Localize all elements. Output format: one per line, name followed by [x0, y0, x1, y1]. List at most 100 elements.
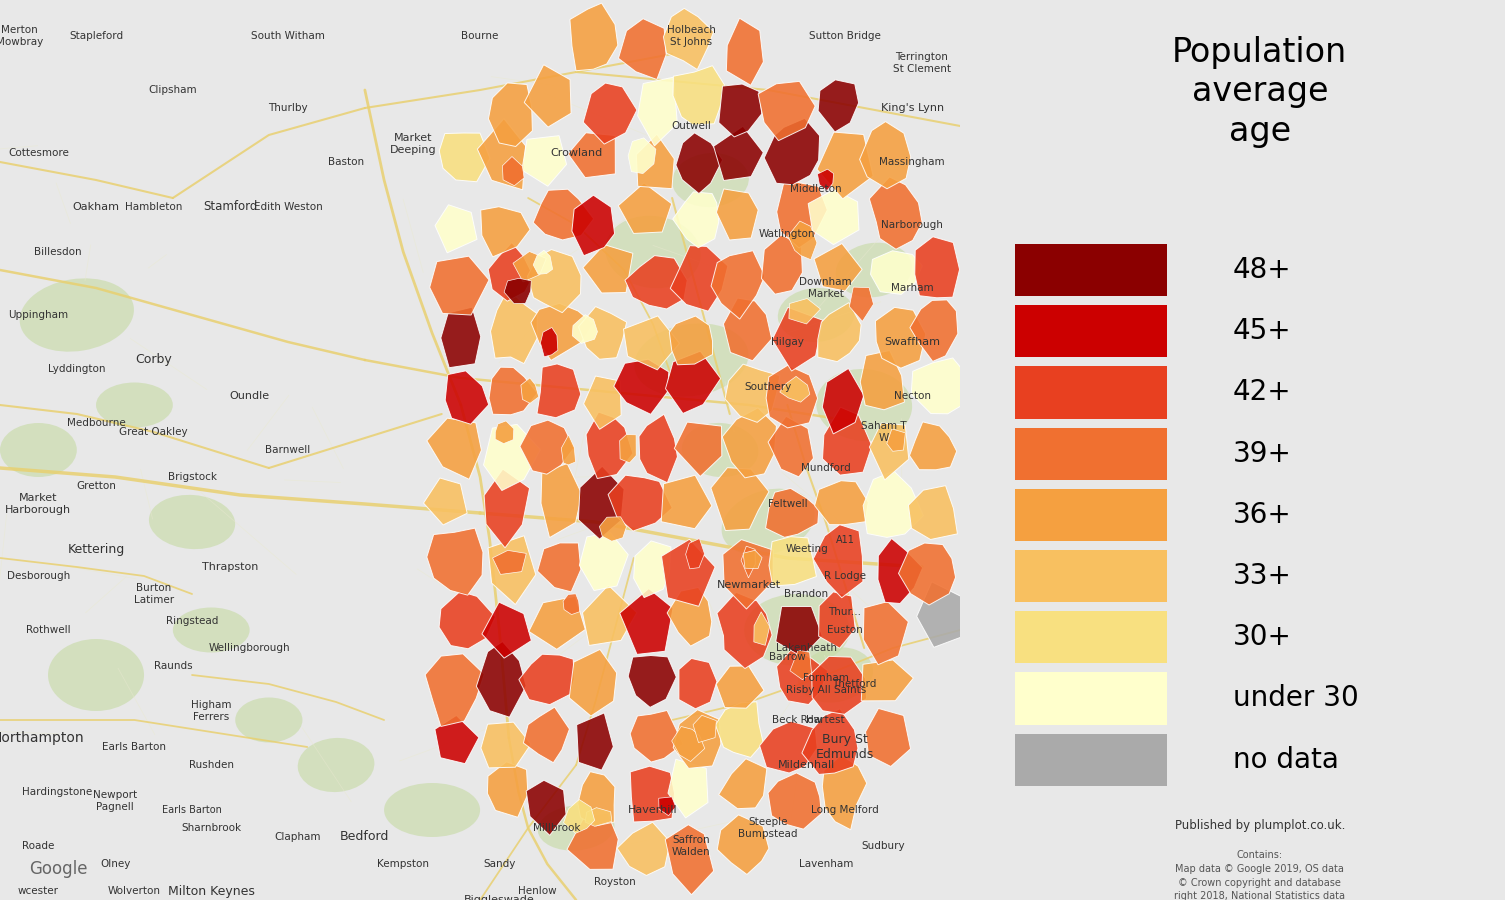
Bar: [1014, 366, 1168, 418]
Polygon shape: [664, 8, 713, 69]
Ellipse shape: [835, 243, 912, 297]
Text: Mildenhall: Mildenhall: [778, 760, 835, 770]
Polygon shape: [637, 134, 674, 189]
Text: Market
Harborough: Market Harborough: [6, 493, 71, 515]
Polygon shape: [766, 365, 817, 428]
Text: A11: A11: [835, 535, 855, 545]
Polygon shape: [561, 435, 575, 465]
Text: Southery: Southery: [745, 382, 792, 392]
Polygon shape: [631, 710, 683, 762]
Polygon shape: [513, 251, 546, 282]
Polygon shape: [435, 716, 479, 764]
Polygon shape: [769, 536, 816, 586]
Polygon shape: [876, 307, 926, 368]
Text: Lavenham: Lavenham: [799, 859, 853, 869]
Polygon shape: [480, 207, 530, 256]
Polygon shape: [423, 478, 467, 525]
Polygon shape: [482, 602, 531, 658]
Polygon shape: [716, 666, 765, 708]
Polygon shape: [623, 316, 679, 370]
Polygon shape: [533, 250, 552, 274]
Polygon shape: [661, 475, 712, 528]
Polygon shape: [775, 607, 822, 657]
Text: Sharnbrook: Sharnbrook: [181, 823, 241, 833]
Text: Crowland: Crowland: [549, 148, 602, 158]
Text: Steeple
Bumpstead: Steeple Bumpstead: [739, 817, 798, 839]
Ellipse shape: [682, 423, 759, 477]
Polygon shape: [725, 364, 780, 422]
Text: Swaffham: Swaffham: [883, 337, 941, 347]
Polygon shape: [527, 780, 566, 835]
Text: Rushden: Rushden: [188, 760, 233, 770]
Polygon shape: [521, 378, 539, 403]
Text: Thur...: Thur...: [828, 607, 861, 617]
Text: Wellingborough: Wellingborough: [209, 643, 290, 653]
Ellipse shape: [20, 278, 134, 352]
Polygon shape: [424, 654, 485, 726]
Polygon shape: [582, 585, 637, 645]
Polygon shape: [572, 195, 614, 256]
Text: Mundford: Mundford: [801, 463, 850, 473]
Polygon shape: [915, 237, 960, 298]
Polygon shape: [772, 307, 823, 371]
Polygon shape: [760, 721, 817, 773]
Polygon shape: [488, 536, 536, 605]
Polygon shape: [861, 660, 914, 701]
Text: Stamford: Stamford: [203, 201, 257, 213]
Text: Olney: Olney: [99, 859, 131, 869]
Polygon shape: [754, 612, 769, 645]
Text: Barnwell: Barnwell: [265, 445, 310, 455]
Text: Clipsham: Clipsham: [149, 85, 197, 95]
Polygon shape: [727, 18, 763, 86]
Text: Milton Keynes: Milton Keynes: [167, 885, 254, 897]
Polygon shape: [578, 307, 626, 359]
Text: under 30: under 30: [1233, 684, 1359, 713]
Polygon shape: [870, 251, 923, 294]
Polygon shape: [491, 289, 537, 364]
Polygon shape: [817, 302, 861, 362]
Bar: [1014, 428, 1168, 480]
Polygon shape: [503, 157, 524, 185]
Ellipse shape: [235, 698, 303, 742]
Polygon shape: [768, 773, 822, 829]
Text: Gretton: Gretton: [77, 481, 116, 491]
Polygon shape: [718, 814, 769, 875]
Polygon shape: [724, 298, 772, 361]
Polygon shape: [762, 235, 802, 294]
Text: wcester: wcester: [18, 886, 59, 896]
Polygon shape: [802, 709, 858, 775]
Text: Rothwell: Rothwell: [26, 625, 71, 635]
Polygon shape: [537, 364, 581, 418]
Text: South Witham: South Witham: [251, 31, 325, 41]
Polygon shape: [540, 328, 558, 356]
Polygon shape: [864, 601, 909, 665]
Polygon shape: [427, 528, 483, 595]
Text: Clapham: Clapham: [274, 832, 321, 842]
Polygon shape: [676, 133, 722, 194]
Text: Sudbury: Sudbury: [861, 841, 905, 851]
Text: Bourne: Bourne: [462, 31, 498, 41]
Polygon shape: [640, 414, 677, 482]
Polygon shape: [617, 823, 670, 876]
Polygon shape: [766, 489, 819, 537]
Polygon shape: [519, 654, 575, 705]
Polygon shape: [673, 710, 721, 769]
Polygon shape: [740, 546, 756, 578]
Polygon shape: [765, 118, 820, 184]
Text: Edith Weston: Edith Weston: [254, 202, 322, 212]
Polygon shape: [670, 316, 712, 364]
Ellipse shape: [0, 423, 77, 477]
Polygon shape: [435, 205, 477, 253]
Polygon shape: [859, 122, 911, 189]
Text: Downham
Market: Downham Market: [799, 277, 852, 299]
Polygon shape: [911, 300, 957, 362]
Text: Feltwell: Feltwell: [768, 499, 807, 509]
Text: 42+: 42+: [1233, 378, 1291, 407]
Polygon shape: [569, 650, 617, 716]
Text: Newport
Pagnell: Newport Pagnell: [93, 790, 137, 812]
Polygon shape: [522, 136, 566, 186]
Polygon shape: [713, 126, 763, 181]
Text: Hartest: Hartest: [807, 715, 846, 725]
Text: Terrington
St Clement: Terrington St Clement: [892, 52, 951, 74]
Text: Barrow: Barrow: [769, 652, 805, 662]
